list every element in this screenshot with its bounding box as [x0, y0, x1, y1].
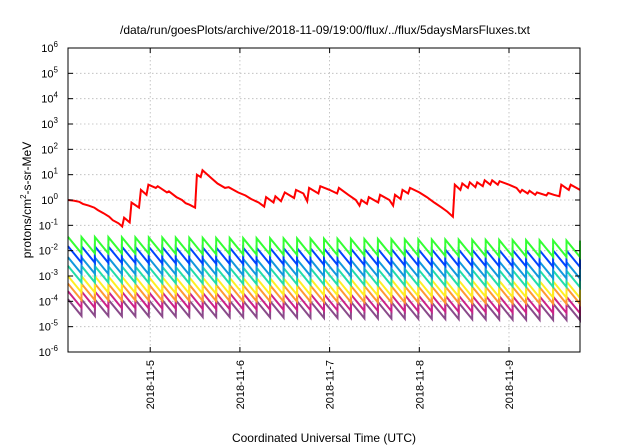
chart-title: /data/run/goesPlots/archive/2018-11-09/1… [120, 23, 531, 37]
y-tick-label: 105 [41, 65, 58, 80]
y-tick-label: 10-5 [39, 319, 59, 334]
x-tick-label: 2018-11-9 [504, 360, 516, 409]
series-line [67, 234, 581, 260]
x-axis-label: Coordinated Universal Time (UTC) [232, 431, 416, 445]
x-tick-label: 2018-11-5 [145, 360, 157, 409]
y-tick-label: 101 [41, 167, 58, 182]
y-tick-label: 104 [41, 91, 58, 106]
y-tick-label: 103 [41, 116, 58, 131]
x-tick-label: 2018-11-8 [414, 360, 426, 409]
series-line [67, 168, 581, 229]
y-tick-label: 10-6 [39, 344, 59, 359]
y-tick-label: 106 [41, 40, 58, 55]
y-tick-label: 102 [41, 141, 58, 156]
y-tick-label: 10-2 [39, 243, 59, 258]
x-tick-label: 2018-11-7 [325, 360, 337, 409]
y-tick-labels: 10-6 10-5 10-4 10-3 10-2 10-1 100 101 102 103 104 1… [39, 40, 580, 359]
x-tick-labels: 2018-11-5 2018-11-6 2018-11-7 2018-11-8 2018… [145, 48, 516, 409]
y-tick-label: 10-1 [39, 217, 59, 232]
y-tick-label: 10-4 [39, 293, 59, 308]
series-lines [67, 168, 581, 323]
x-tick-label: 2018-11-6 [235, 360, 247, 409]
y-axis-label: protons/cm2-s-sr-MeV [19, 142, 34, 258]
y-tick-label: 100 [41, 192, 58, 207]
y-tick-label: 10-3 [39, 268, 59, 283]
